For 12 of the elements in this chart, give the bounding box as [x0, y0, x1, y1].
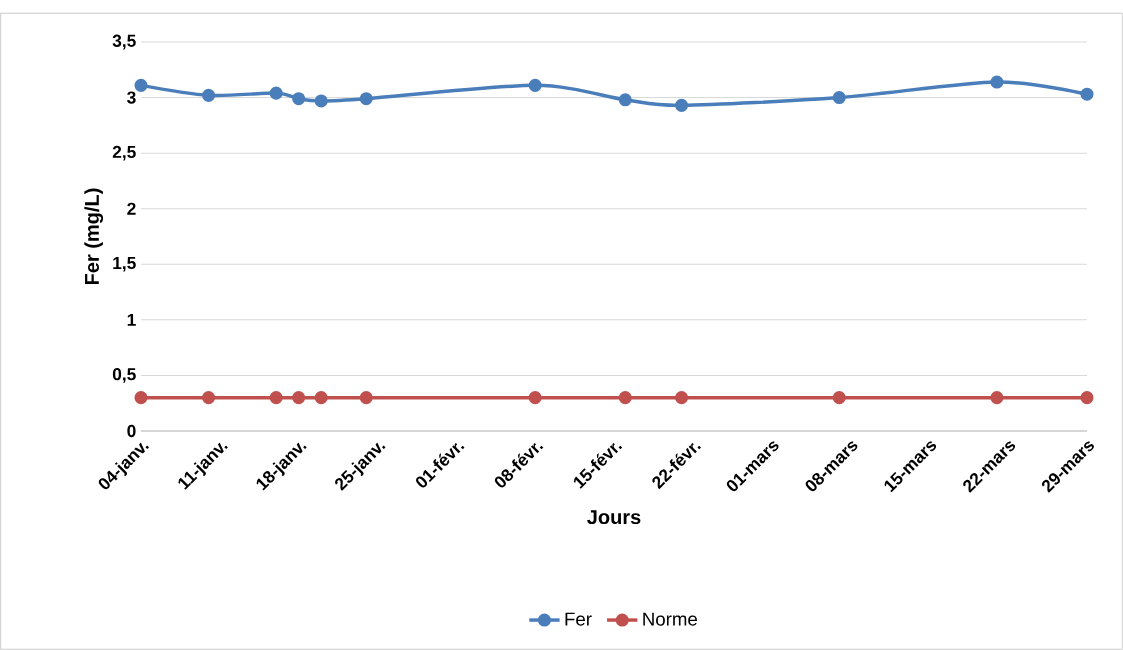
x-axis-title: Jours	[587, 510, 641, 525]
y-tick-label: 3,5	[112, 34, 136, 50]
y-axis-title: Fer (mg/L)	[84, 188, 104, 285]
legend-label: Norme	[643, 612, 697, 626]
y-tick-label: 1,5	[113, 256, 136, 272]
y-tick-label: 0,5	[112, 368, 136, 383]
y-tick-label: 2,5	[112, 145, 136, 161]
y-tick-label: 0	[127, 424, 136, 438]
y-tick-label: 1	[127, 313, 136, 326]
y-tick-label: 3	[127, 91, 136, 104]
legend-label: Fer	[565, 612, 592, 626]
y-tick-label: 2	[127, 202, 136, 215]
